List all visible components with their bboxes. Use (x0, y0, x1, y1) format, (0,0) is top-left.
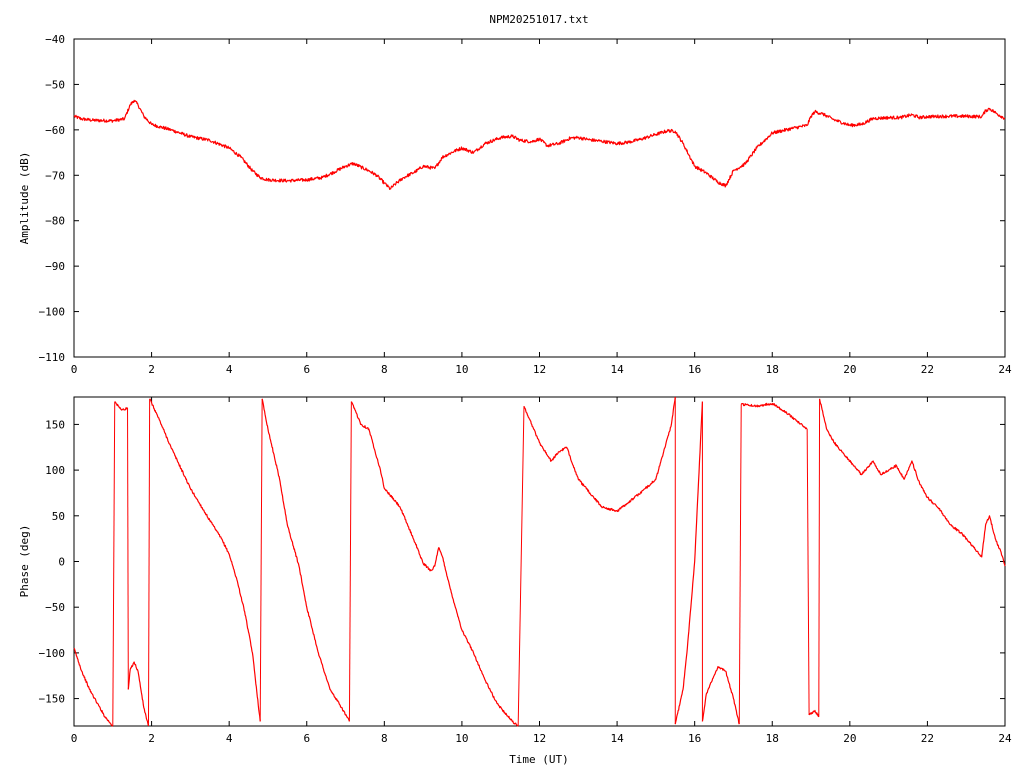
amplitude-x-tick-label: 24 (998, 363, 1012, 376)
phase-x-tick-label: 16 (688, 732, 701, 745)
phase-series-segment (740, 402, 808, 430)
amplitude-x-tick-label: 8 (381, 363, 388, 376)
phase-x-tick-label: 0 (71, 732, 78, 745)
amplitude-series-segment (73, 99, 1006, 190)
phase-wrap-line (818, 398, 821, 717)
phase-x-tick-label: 8 (381, 732, 388, 745)
phase-series-segment (818, 398, 1006, 567)
amplitude-x-tick-label: 20 (843, 363, 856, 376)
phase-wrap-line (738, 404, 742, 725)
amplitude-axis-ticks: 0 2 4 6 8 10 12 14 16 18 20 22 24−110−100−90−80−70−6… (39, 33, 1012, 376)
phase-x-tick-label: 14 (610, 732, 624, 745)
amplitude-x-tick-label: 10 (455, 363, 468, 376)
amplitude-x-tick-label: 14 (610, 363, 624, 376)
phase-wrap-line (806, 428, 810, 716)
phase-x-tick-label: 12 (533, 732, 546, 745)
amplitude-x-tick-label: 2 (148, 363, 155, 376)
amplitude-y-tick-label: −40 (45, 33, 65, 46)
phase-y-tick-label: −150 (39, 693, 66, 706)
phase-series-segment (350, 401, 519, 727)
amplitude-x-tick-label: 12 (533, 363, 546, 376)
phase-axis-ticks: 0 2 4 6 8 10 12 14 16 18 20 22 24−150−100−5005010015… (39, 397, 1012, 745)
amplitude-y-tick-label: −90 (45, 260, 65, 273)
amplitude-y-tick-label: −110 (39, 351, 66, 364)
phase-x-tick-label: 4 (226, 732, 233, 745)
phase-series-segment (114, 401, 128, 411)
phase-wrap-line (127, 407, 129, 690)
amplitude-x-tick-label: 18 (766, 363, 779, 376)
phase-x-tick-label: 20 (843, 732, 856, 745)
phase-y-tick-label: −100 (39, 647, 66, 660)
phase-x-tick-label: 6 (303, 732, 310, 745)
amplitude-x-tick-label: 0 (71, 363, 78, 376)
phase-wrap-line (517, 406, 525, 727)
phase-x-tick-label: 24 (998, 732, 1012, 745)
phase-y-axis-label: Phase (deg) (18, 525, 31, 598)
phase-y-tick-label: 0 (58, 556, 65, 569)
phase-x-tick-label: 18 (766, 732, 779, 745)
phase-series-segment (127, 661, 150, 727)
amplitude-x-tick-label: 22 (921, 363, 934, 376)
phase-series-segment (523, 396, 676, 513)
phase-wrap-line (348, 401, 352, 722)
phase-wrap-line (112, 401, 116, 727)
phase-y-tick-label: 50 (52, 510, 65, 523)
amplitude-x-tick-label: 16 (688, 363, 701, 376)
phase-wrap-line (147, 398, 151, 727)
phase-series-segment (701, 665, 740, 725)
phase-trace (73, 396, 1006, 727)
chart-title: NPM20251017.txt (489, 13, 588, 26)
phase-x-tick-label: 22 (921, 732, 934, 745)
phase-y-tick-label: −50 (45, 601, 65, 614)
phase-series-segment (674, 401, 704, 725)
amplitude-x-tick-label: 4 (226, 363, 233, 376)
amplitude-panel: 0 2 4 6 8 10 12 14 16 18 20 22 24−110−100−90−80−70−6… (18, 33, 1012, 376)
phase-series-segment (261, 398, 350, 722)
phase-wrap-line (259, 398, 263, 722)
phase-x-tick-label: 10 (455, 732, 468, 745)
phase-series-segment (73, 647, 113, 727)
phase-y-tick-label: 100 (45, 464, 65, 477)
phase-x-tick-label: 2 (148, 732, 155, 745)
amplitude-y-tick-label: −70 (45, 169, 65, 182)
amplitude-x-tick-label: 6 (303, 363, 310, 376)
amplitude-y-tick-label: −100 (39, 306, 66, 319)
phase-x-axis-label: Time (UT) (509, 753, 569, 766)
amplitude-y-tick-label: −50 (45, 78, 65, 91)
amplitude-y-tick-label: −60 (45, 124, 65, 137)
amplitude-y-tick-label: −80 (45, 215, 65, 228)
amplitude-y-axis-label: Amplitude (dB) (18, 152, 31, 245)
phase-panel: 0 2 4 6 8 10 12 14 16 18 20 22 24−150−100−5005010015… (18, 396, 1012, 766)
phase-series-segment (149, 398, 261, 722)
phase-y-tick-label: 150 (45, 418, 65, 431)
phase-series-segment (808, 709, 820, 718)
amplitude-trace (73, 99, 1006, 190)
